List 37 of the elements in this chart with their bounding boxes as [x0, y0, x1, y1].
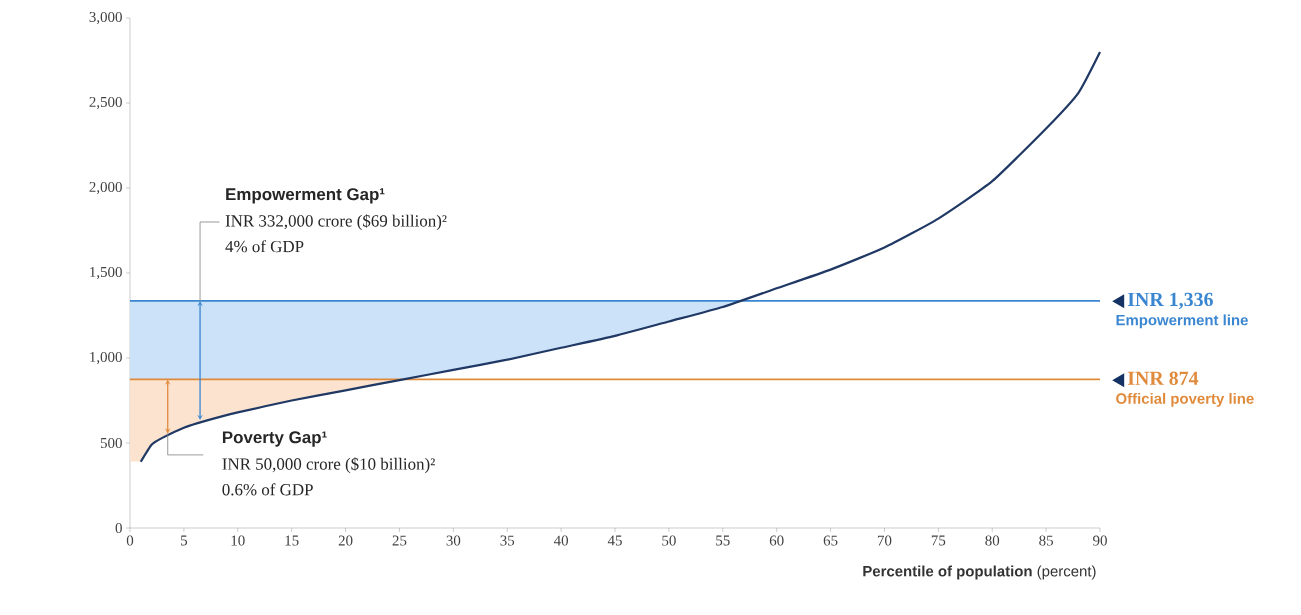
y-tick-label: 2,500: [89, 96, 122, 110]
x-tick-label: 60: [769, 535, 784, 546]
annotation: 4% of GDP: [225, 240, 304, 253]
x-tick-label: 50: [662, 535, 676, 546]
y-tick-label: 3,000: [89, 11, 122, 25]
x-tick-label: 20: [338, 535, 353, 546]
x-tick-label: 5: [181, 535, 188, 546]
x-tick-label: 35: [500, 535, 515, 546]
x-tick-label: 85: [1039, 535, 1054, 546]
x-tick-label: 70: [877, 535, 892, 546]
x-tick-label: 55: [716, 535, 730, 546]
annotation: INR 332,000 crore ($69 billion)²: [225, 214, 447, 231]
x-axis-title: Percentile of population (percent): [863, 565, 1096, 580]
x-tick-label: 15: [285, 535, 299, 546]
x-tick-label: 30: [446, 535, 461, 546]
annotation: INR 874: [1127, 371, 1199, 386]
annotation: INR 1,336: [1127, 292, 1213, 310]
y-tick-label: 500: [100, 437, 122, 449]
x-tick-label: 75: [931, 535, 946, 546]
x-tick-label: 10: [231, 535, 245, 546]
x-tick-label: 90: [1093, 535, 1107, 546]
y-tick-label: 2,000: [89, 181, 122, 195]
x-tick-label: 25: [392, 535, 407, 546]
x-tick-label: 40: [553, 535, 569, 546]
ref-line-label: Empowerment line: [1116, 314, 1248, 329]
annotation: INR 50,000 crore ($10 billion)²: [222, 457, 435, 474]
y-tick-label: 1,500: [90, 266, 122, 280]
x-tick-label: 45: [607, 535, 622, 546]
x-tick-label: 65: [823, 535, 838, 546]
annotation: 0.6% of GDP: [222, 483, 313, 496]
ref-line-label: Official poverty line: [1116, 392, 1254, 407]
annotation: Poverty Gap¹: [222, 431, 327, 447]
y-tick-label: 0: [115, 522, 122, 534]
x-tick-label: 80: [985, 535, 1000, 546]
y-tick-label: 1,000: [90, 351, 122, 365]
annotation: Empowerment Gap¹: [226, 188, 385, 204]
x-tick-label: 0: [126, 535, 134, 546]
